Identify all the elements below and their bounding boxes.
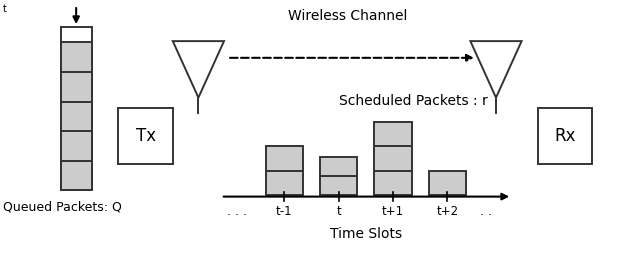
Bar (266, 171, 303, 195)
Bar (61, 161, 92, 190)
Bar (118, 108, 173, 164)
Bar (61, 42, 92, 72)
Text: Wireless Channel: Wireless Channel (287, 9, 407, 23)
Text: Time Slots: Time Slots (330, 227, 403, 241)
Text: t-1: t-1 (276, 205, 292, 218)
Bar (320, 176, 357, 195)
Text: t: t (336, 205, 341, 218)
Bar (61, 27, 92, 190)
Bar (266, 146, 303, 171)
Text: t+1: t+1 (382, 205, 404, 218)
Bar (374, 122, 412, 146)
Text: t+2: t+2 (436, 205, 458, 218)
Text: t: t (3, 4, 7, 14)
Bar (61, 102, 92, 131)
Text: Queued Packets: Q: Queued Packets: Q (3, 200, 122, 214)
Bar (429, 171, 466, 195)
Text: Rx: Rx (554, 127, 575, 145)
Bar (374, 146, 412, 171)
Text: . . .: . . . (227, 205, 247, 218)
Text: Scheduled Packets : r: Scheduled Packets : r (339, 94, 488, 108)
Bar (61, 72, 92, 102)
Text: Arrived Packets: b: Arrived Packets: b (3, 0, 116, 3)
Bar (374, 171, 412, 195)
Text: . .: . . (481, 205, 492, 218)
Text: Tx: Tx (136, 127, 156, 145)
Bar (320, 157, 357, 176)
Bar (538, 108, 592, 164)
Bar (61, 131, 92, 161)
